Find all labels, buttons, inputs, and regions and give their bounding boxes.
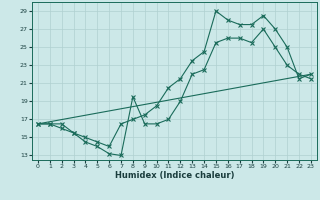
X-axis label: Humidex (Indice chaleur): Humidex (Indice chaleur): [115, 171, 234, 180]
